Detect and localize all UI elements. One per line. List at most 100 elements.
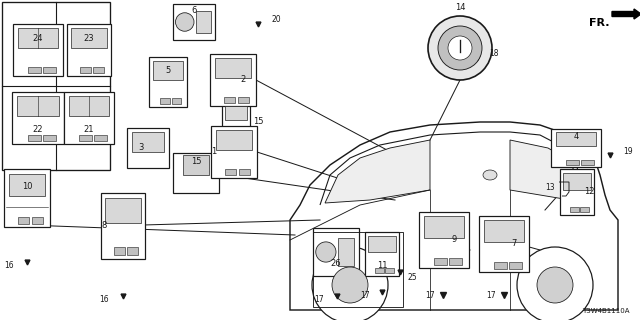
Text: 7: 7 <box>511 239 516 249</box>
Bar <box>385 268 394 273</box>
Bar <box>114 247 125 255</box>
Circle shape <box>448 36 472 60</box>
Bar <box>551 129 601 167</box>
Bar <box>313 232 403 307</box>
Bar <box>183 155 209 175</box>
Bar <box>173 4 215 40</box>
Bar <box>80 67 92 73</box>
Text: 1: 1 <box>211 148 216 156</box>
Bar <box>64 92 114 144</box>
Text: 24: 24 <box>33 34 44 43</box>
Bar <box>211 126 257 178</box>
Bar <box>69 96 109 116</box>
Bar <box>230 134 237 139</box>
Bar <box>106 198 141 223</box>
Polygon shape <box>290 122 618 310</box>
Text: 11: 11 <box>377 261 387 270</box>
Bar <box>94 135 106 141</box>
Circle shape <box>517 247 593 320</box>
Text: 9: 9 <box>451 236 456 244</box>
Bar <box>580 207 589 212</box>
Text: 20: 20 <box>271 15 280 25</box>
Bar <box>93 67 104 73</box>
Bar <box>127 247 138 255</box>
Bar <box>566 160 579 165</box>
Bar <box>581 160 593 165</box>
Bar <box>12 92 64 144</box>
Bar <box>196 11 211 33</box>
Bar <box>127 128 169 168</box>
Text: 17: 17 <box>360 292 370 300</box>
Text: 18: 18 <box>489 50 499 59</box>
Polygon shape <box>325 140 430 203</box>
Bar <box>28 135 40 141</box>
Bar <box>28 67 40 73</box>
Bar <box>237 97 249 103</box>
Circle shape <box>438 26 482 70</box>
Text: 21: 21 <box>84 125 94 134</box>
Bar <box>556 132 596 147</box>
Bar <box>225 169 236 175</box>
Bar <box>239 134 246 139</box>
Bar <box>2 2 110 170</box>
Bar <box>17 96 59 116</box>
Bar <box>43 67 56 73</box>
Text: 10: 10 <box>22 182 32 191</box>
Bar <box>8 174 45 196</box>
Bar <box>101 193 145 259</box>
Bar <box>369 236 396 252</box>
Text: 8: 8 <box>102 221 107 230</box>
Text: 15: 15 <box>253 117 264 126</box>
Text: 26: 26 <box>331 259 341 268</box>
Bar <box>210 54 256 106</box>
Circle shape <box>316 242 336 262</box>
Text: 5: 5 <box>165 66 171 75</box>
Bar <box>484 220 524 242</box>
Bar <box>79 135 92 141</box>
Bar <box>570 207 579 212</box>
Bar <box>4 169 50 227</box>
Text: 2: 2 <box>240 76 245 84</box>
Text: 13: 13 <box>545 183 555 193</box>
Bar <box>339 237 355 266</box>
Text: 17: 17 <box>314 295 324 305</box>
Bar <box>419 212 469 268</box>
Bar <box>365 232 399 276</box>
Bar <box>375 268 384 273</box>
Bar <box>424 216 464 238</box>
Text: 25: 25 <box>407 274 417 283</box>
Text: 6: 6 <box>191 6 196 15</box>
Bar <box>434 258 447 265</box>
Text: 17: 17 <box>426 291 435 300</box>
Bar <box>509 262 522 269</box>
Text: 19: 19 <box>623 147 632 156</box>
Bar <box>222 103 250 141</box>
Text: 4: 4 <box>573 132 579 141</box>
Bar <box>563 173 591 190</box>
Bar <box>132 132 164 152</box>
Bar <box>225 106 247 121</box>
Bar <box>560 169 594 215</box>
Polygon shape <box>510 140 583 200</box>
Bar <box>18 217 29 223</box>
Text: 14: 14 <box>455 3 465 12</box>
Bar <box>224 97 236 103</box>
Text: 17: 17 <box>486 291 496 300</box>
Text: T3W4B1110A: T3W4B1110A <box>582 308 630 314</box>
Circle shape <box>175 13 194 31</box>
Bar <box>449 258 461 265</box>
Bar <box>31 217 43 223</box>
Text: 16: 16 <box>4 260 14 269</box>
Bar <box>149 57 187 107</box>
Text: 15: 15 <box>191 157 201 166</box>
Bar <box>313 228 359 276</box>
Text: 16: 16 <box>99 294 109 303</box>
Circle shape <box>537 267 573 303</box>
Bar <box>72 28 107 48</box>
Bar <box>13 24 63 76</box>
Bar <box>173 153 219 193</box>
Bar <box>239 169 250 175</box>
Bar <box>216 130 252 150</box>
Bar <box>479 216 529 272</box>
Bar <box>153 61 183 80</box>
